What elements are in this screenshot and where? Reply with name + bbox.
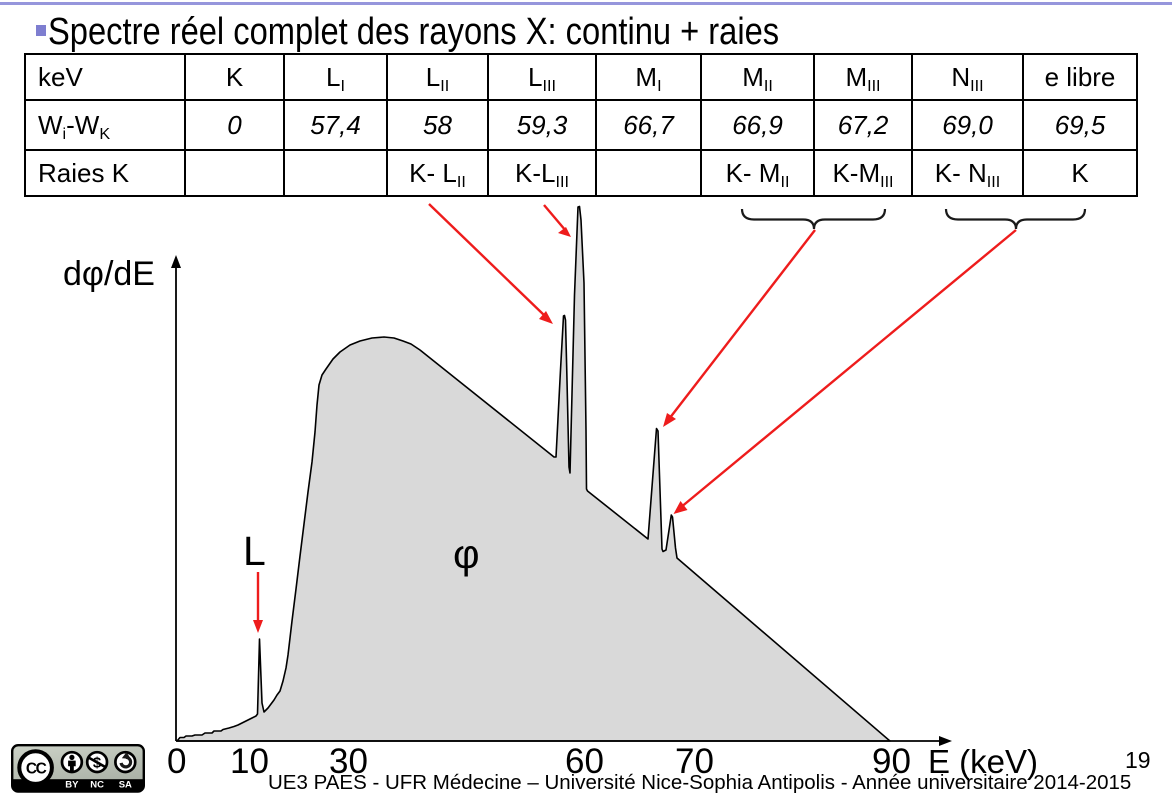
- svg-text:CC: CC: [26, 760, 47, 777]
- svg-text:NC: NC: [90, 780, 104, 791]
- svg-text:SA: SA: [119, 780, 132, 791]
- svg-text:BY: BY: [65, 780, 79, 791]
